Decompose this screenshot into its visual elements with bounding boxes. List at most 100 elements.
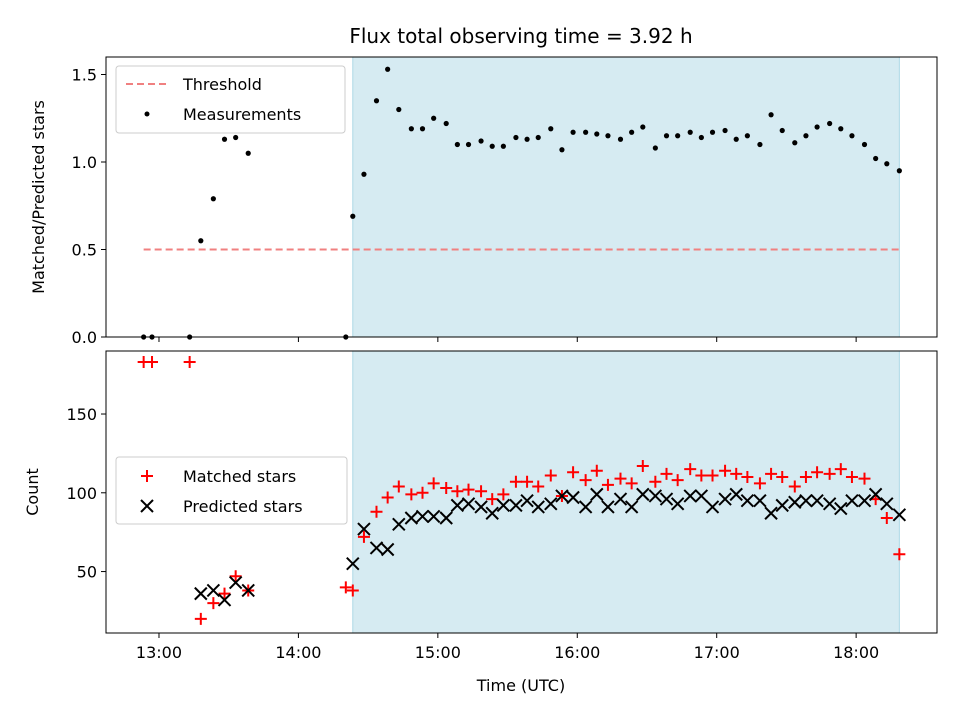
measurement-point xyxy=(663,133,670,139)
matched-star-point xyxy=(194,612,207,625)
matched-star-point xyxy=(475,485,488,498)
predicted-star-point xyxy=(509,498,523,513)
matched-star-point xyxy=(346,584,359,597)
predicted-star-point xyxy=(450,498,465,513)
predicted-star-point xyxy=(228,575,243,590)
measurement-point xyxy=(559,147,565,153)
measurement-point xyxy=(873,155,879,162)
top-y-tick-label: 0.5 xyxy=(72,241,97,260)
predicted-star-point xyxy=(578,500,593,514)
top-observing-window xyxy=(352,56,900,338)
predicted-star-point xyxy=(764,506,778,520)
predicted-star-point xyxy=(880,497,894,511)
x-tick-label: 13:00 xyxy=(136,643,182,662)
predicted-star-point xyxy=(624,500,639,514)
legend-predicted-swatch xyxy=(140,499,154,513)
predicted-star-point xyxy=(601,500,615,514)
measurement-point xyxy=(350,213,356,219)
predicted-star-point xyxy=(683,489,697,503)
matched-star-point xyxy=(753,477,766,490)
predicted-star-point xyxy=(740,493,755,508)
predicted-star-point xyxy=(753,493,767,508)
predicted-star-point xyxy=(520,493,534,508)
measurement-point xyxy=(454,141,460,148)
matched-star-point xyxy=(497,488,510,501)
measurement-point xyxy=(500,143,506,149)
chart-title: Flux total observing time = 3.92 h xyxy=(349,24,692,48)
predicted-star-point xyxy=(834,501,848,516)
legend-threshold-label: Threshold xyxy=(182,75,262,94)
predicted-star-point xyxy=(788,495,802,509)
bottom-y-tick-label: 150 xyxy=(66,405,97,424)
measurement-point xyxy=(443,120,449,127)
predicted-star-point xyxy=(670,497,685,511)
top-y-tick-label: 1.0 xyxy=(72,153,97,172)
predicted-star-point xyxy=(705,500,720,514)
measurement-point xyxy=(757,141,763,148)
matched-star-point xyxy=(671,474,684,487)
measurement-point xyxy=(361,171,367,177)
measurement-point xyxy=(768,112,774,118)
matched-star-point xyxy=(440,482,453,495)
measurement-point xyxy=(722,127,728,134)
matched-star-point xyxy=(684,463,697,476)
predicted-star-point xyxy=(496,498,511,513)
bottom-axes-frame xyxy=(105,350,938,634)
predicted-star-point xyxy=(566,490,580,505)
x-tick-label: 17:00 xyxy=(694,643,740,662)
measurement-point xyxy=(814,124,820,130)
matched-star-point xyxy=(339,581,352,594)
predicted-star-point xyxy=(799,493,813,508)
predicted-star-point xyxy=(544,497,558,511)
matched-star-point xyxy=(893,548,906,561)
legend-measurements-swatch xyxy=(144,111,150,117)
top-legend-box xyxy=(115,65,346,134)
predicted-star-point xyxy=(810,493,824,508)
measurement-point xyxy=(221,136,228,142)
measurement-point xyxy=(583,129,589,135)
matched-star-point xyxy=(462,483,475,496)
bottom-y-tick-label: 50 xyxy=(77,563,97,582)
predicted-star-point xyxy=(845,493,859,508)
top-x-ticks xyxy=(158,337,857,342)
matched-star-point xyxy=(649,475,662,488)
measurement-point xyxy=(675,133,681,139)
matched-star-point xyxy=(218,587,231,600)
measurement-point xyxy=(465,141,472,148)
x-tick-label: 14:00 xyxy=(275,643,321,662)
matched-star-point xyxy=(834,463,847,476)
predicted-star-point xyxy=(729,487,743,502)
matched-star-point xyxy=(765,467,778,480)
measurement-point xyxy=(792,140,798,146)
measurement-point xyxy=(744,133,750,139)
top-y-ticks: 0.0 0.5 1.0 1.5 xyxy=(72,66,106,347)
measurement-point xyxy=(733,136,739,142)
bottom-legend-box xyxy=(115,456,348,525)
x-axis-label: Time (UTC) xyxy=(476,676,565,695)
measurement-point xyxy=(489,143,495,149)
predicted-star-point xyxy=(694,489,709,503)
measurement-point xyxy=(698,134,704,141)
measurement-point xyxy=(605,133,611,139)
matched-star-point xyxy=(719,464,732,477)
measurement-point xyxy=(849,133,855,139)
predicted-star-point xyxy=(718,492,732,506)
matched-star-point xyxy=(521,475,534,488)
measurement-point xyxy=(373,98,380,104)
predicted-star-point xyxy=(415,509,430,524)
bottom-observing-window xyxy=(352,350,900,634)
matched-star-point xyxy=(823,467,836,480)
bottom-legend: Matched stars Predicted stars xyxy=(115,456,348,525)
predicted-star-point xyxy=(369,541,384,555)
measurement-point xyxy=(861,141,868,148)
top-axes-frame xyxy=(105,56,938,338)
matched-star-point xyxy=(706,469,719,482)
measurement-point xyxy=(827,120,833,127)
predicted-star-point xyxy=(636,487,650,502)
measurement-point xyxy=(896,168,902,174)
matched-star-point xyxy=(730,467,743,480)
legend-predicted-label: Predicted stars xyxy=(183,497,303,516)
matched-star-point xyxy=(567,466,580,479)
matched-star-point xyxy=(370,505,383,518)
